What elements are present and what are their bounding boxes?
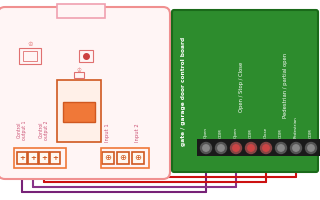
Text: Open: Open — [204, 127, 208, 138]
Circle shape — [276, 142, 286, 154]
Bar — [197, 139, 320, 156]
Text: Open: Open — [234, 127, 238, 138]
Bar — [23, 51, 37, 61]
Circle shape — [218, 145, 224, 151]
Text: Pedestrian: Pedestrian — [294, 116, 298, 138]
Circle shape — [215, 142, 227, 154]
Text: Open / Stop / Close: Open / Stop / Close — [239, 62, 244, 112]
Text: +: + — [19, 155, 25, 161]
Text: Pedestrian / partial open: Pedestrian / partial open — [284, 52, 289, 118]
Circle shape — [201, 142, 212, 154]
Circle shape — [260, 142, 271, 154]
Text: Input 2: Input 2 — [135, 123, 140, 142]
Text: ⊕: ⊕ — [119, 154, 126, 162]
Bar — [102, 152, 114, 164]
Text: Close: Close — [264, 127, 268, 138]
Bar — [63, 102, 95, 122]
Bar — [74, 72, 84, 78]
Text: COM: COM — [219, 128, 223, 138]
Circle shape — [233, 145, 239, 151]
Circle shape — [308, 145, 314, 151]
FancyBboxPatch shape — [0, 7, 170, 179]
Circle shape — [203, 145, 209, 151]
Bar — [101, 148, 149, 168]
Text: ⊕: ⊕ — [105, 154, 111, 162]
Bar — [132, 152, 144, 164]
Text: Input 1: Input 1 — [106, 123, 110, 142]
Bar — [14, 148, 66, 168]
Text: COM: COM — [309, 128, 313, 138]
Circle shape — [278, 145, 284, 151]
Bar — [79, 50, 93, 62]
Circle shape — [293, 145, 299, 151]
Bar — [57, 80, 101, 142]
Text: gate / garage door control board: gate / garage door control board — [180, 36, 186, 146]
Bar — [117, 152, 129, 164]
Circle shape — [248, 145, 254, 151]
Bar — [39, 152, 49, 164]
Text: ♔: ♔ — [27, 42, 33, 46]
Bar — [19, 48, 41, 64]
Text: +: + — [52, 155, 58, 161]
Text: ⊕: ⊕ — [134, 154, 141, 162]
Circle shape — [291, 142, 301, 154]
Circle shape — [306, 142, 316, 154]
Circle shape — [263, 145, 269, 151]
Bar — [50, 152, 60, 164]
Text: +: + — [41, 155, 47, 161]
Text: COM: COM — [249, 128, 253, 138]
Bar — [28, 152, 38, 164]
Text: ♔: ♔ — [76, 68, 81, 72]
Text: COM: COM — [279, 128, 283, 138]
Text: +: + — [30, 155, 36, 161]
Circle shape — [230, 142, 242, 154]
Bar — [17, 152, 27, 164]
Circle shape — [245, 142, 257, 154]
FancyBboxPatch shape — [172, 10, 318, 172]
Text: Control
output 2: Control output 2 — [39, 120, 49, 140]
Bar — [57, 4, 105, 18]
Text: Control
output 1: Control output 1 — [17, 120, 28, 140]
